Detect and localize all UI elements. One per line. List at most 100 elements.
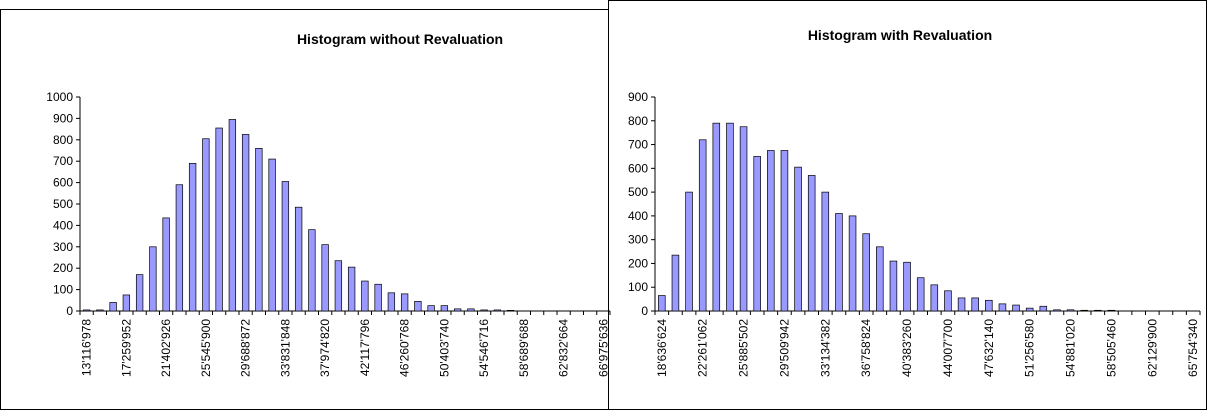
bar xyxy=(1066,309,1075,312)
x-tick-label: 58'689'688 xyxy=(517,319,531,377)
bar xyxy=(215,127,223,312)
bar xyxy=(334,260,343,312)
bar xyxy=(998,303,1007,312)
x-tick-label: 58'505'460 xyxy=(1104,319,1118,377)
bar xyxy=(82,309,91,312)
bar xyxy=(347,266,356,312)
y-tick-label: 600 xyxy=(628,161,648,175)
bar xyxy=(698,139,707,312)
x-tick-label: 51'256'580 xyxy=(1023,319,1037,377)
bar xyxy=(149,246,157,312)
x-tick-label: 42'117'796 xyxy=(358,319,372,376)
y-tick-label: 500 xyxy=(53,197,73,211)
chart-title: Histogram with Revaluation xyxy=(808,27,992,43)
bar xyxy=(916,277,925,312)
bar xyxy=(308,229,316,312)
bar xyxy=(1107,309,1116,312)
bar xyxy=(726,122,734,312)
x-tick-label: 17'259'952 xyxy=(119,319,133,377)
bar xyxy=(658,295,666,312)
y-tick-label: 400 xyxy=(53,218,73,232)
bar xyxy=(807,175,816,312)
x-tick-label: 66'975'636 xyxy=(596,319,610,377)
x-tick-label: 36'758'824 xyxy=(859,319,873,377)
bar xyxy=(122,294,131,312)
bar xyxy=(971,297,979,312)
bar xyxy=(480,309,488,312)
y-tick-label: 100 xyxy=(628,280,648,294)
bar xyxy=(794,166,802,312)
x-tick-label: 65'754'340 xyxy=(1186,319,1200,377)
y-tick-label: 1000 xyxy=(46,90,73,104)
x-tick-label: 25'545'900 xyxy=(199,319,213,377)
y-tick-label: 200 xyxy=(53,261,73,275)
x-tick-label: 21'402'926 xyxy=(159,319,173,377)
x-tick-label: 33'134'382 xyxy=(818,319,832,377)
x-tick-label: 40'383'260 xyxy=(900,319,914,377)
x-tick-label: 33'831'848 xyxy=(278,319,292,377)
bar xyxy=(96,309,104,312)
bar xyxy=(780,150,789,312)
x-tick-label: 54'546'716 xyxy=(477,319,491,377)
bar xyxy=(202,138,210,312)
bar xyxy=(957,297,966,312)
x-tick-label: 37'974'820 xyxy=(318,319,332,377)
bar xyxy=(1039,305,1048,312)
y-tick-label: 400 xyxy=(628,209,648,223)
bar xyxy=(374,283,382,312)
bar xyxy=(1012,304,1020,312)
y-tick-label: 700 xyxy=(628,138,648,152)
bar xyxy=(1080,309,1088,312)
right-panel xyxy=(608,0,1207,410)
bar xyxy=(821,191,830,312)
bar xyxy=(467,308,475,312)
y-tick-label: 0 xyxy=(66,304,73,318)
bar xyxy=(506,310,515,312)
y-tick-label: 600 xyxy=(53,176,73,190)
x-tick-label: 50'403'740 xyxy=(437,319,451,377)
bar xyxy=(685,191,693,312)
bar xyxy=(135,274,144,312)
x-tick-label: 25'885'502 xyxy=(737,319,751,377)
bar xyxy=(228,119,237,312)
x-tick-label: 44'007'700 xyxy=(941,319,955,377)
left-panel xyxy=(0,9,609,410)
x-tick-label: 62'129'900 xyxy=(1145,319,1159,377)
y-tick-label: 300 xyxy=(628,233,648,247)
bar xyxy=(930,284,939,312)
bar xyxy=(255,148,263,312)
bar xyxy=(387,292,396,312)
bar xyxy=(876,246,884,312)
y-tick-label: 900 xyxy=(628,90,648,104)
bar xyxy=(281,181,290,312)
x-tick-label: 13'116'978 xyxy=(80,319,94,376)
y-tick-label: 100 xyxy=(53,283,73,297)
x-tick-label: 18'636'624 xyxy=(655,319,669,377)
bar xyxy=(712,122,721,312)
bar xyxy=(671,254,680,312)
bar xyxy=(294,206,303,312)
y-tick-label: 500 xyxy=(628,185,648,199)
bar xyxy=(427,305,435,312)
y-tick-label: 700 xyxy=(53,154,73,168)
chart-title: Histogram without Revaluation xyxy=(297,31,503,47)
y-tick-label: 200 xyxy=(628,256,648,270)
x-tick-label: 22'261'062 xyxy=(696,319,710,377)
bar xyxy=(753,156,761,312)
bar xyxy=(109,302,117,312)
y-tick-label: 900 xyxy=(53,111,73,125)
x-tick-label: 54'881'020 xyxy=(1064,319,1078,377)
y-tick-label: 800 xyxy=(628,114,648,128)
y-tick-label: 0 xyxy=(641,304,648,318)
bar xyxy=(493,309,502,312)
x-tick-label: 47'632'140 xyxy=(982,319,996,377)
x-tick-label: 29'509'942 xyxy=(777,319,791,377)
bar xyxy=(175,184,184,312)
x-tick-label: 62'832'664 xyxy=(557,319,571,377)
bar xyxy=(1094,309,1102,312)
bar xyxy=(414,301,422,312)
bar xyxy=(321,244,329,312)
bar xyxy=(1053,309,1061,312)
bar xyxy=(188,162,197,312)
